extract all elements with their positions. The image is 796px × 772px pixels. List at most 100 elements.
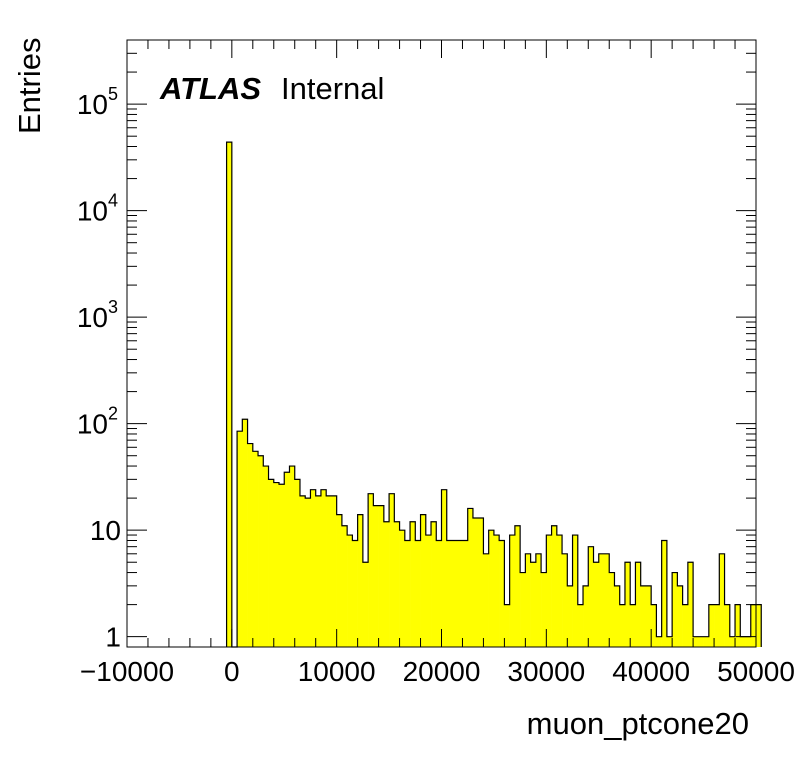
histogram-bin [273, 482, 280, 647]
histogram-bin [483, 553, 489, 647]
histogram-bin [672, 572, 678, 647]
histogram-bin [504, 604, 510, 647]
histogram-bin [347, 535, 353, 647]
x-tick-labels: −10000 0 10000 20000 30000 40000 50000 [80, 656, 795, 687]
histogram-bin [745, 636, 752, 647]
histogram-bin [451, 540, 458, 647]
histogram-bin [698, 636, 704, 647]
histogram-bin [268, 479, 275, 647]
histogram-bin [708, 604, 715, 647]
histogram-bin [263, 466, 269, 647]
histogram-bin [687, 562, 694, 647]
histogram-bin [635, 562, 641, 647]
histogram-bin [740, 636, 746, 647]
histogram-bin [735, 604, 741, 647]
histogram-bin [677, 585, 683, 647]
histogram-bin [719, 553, 725, 647]
histogram-bin [724, 604, 731, 647]
histogram-bin [651, 604, 657, 647]
histogram-bin [326, 495, 332, 647]
histogram-bin [331, 495, 337, 647]
histogram-bin [583, 585, 589, 647]
histogram-bin [352, 540, 358, 647]
histogram-bin [467, 508, 474, 647]
histogram-bin [399, 530, 406, 647]
x-tick-label: 50000 [717, 656, 795, 687]
histogram-bin [315, 495, 322, 647]
histogram-bin [609, 572, 615, 647]
histogram-bin [478, 518, 484, 647]
histogram-bin [310, 489, 316, 647]
histogram-bin [488, 530, 495, 647]
histogram-bin [410, 521, 416, 647]
histogram-bin [436, 540, 442, 647]
histogram-bin [472, 518, 479, 647]
histogram-bin [514, 525, 521, 647]
x-tick-label: 40000 [612, 656, 690, 687]
x-tick-label: 30000 [507, 656, 585, 687]
histogram-bin [661, 540, 668, 647]
histogram-bin [362, 562, 369, 647]
y-tick-labels: 1 10 102 103 104 105 [77, 84, 121, 653]
histogram-bin [389, 493, 395, 647]
histogram-bin [357, 514, 364, 647]
histogram-bin [682, 604, 689, 647]
histogram-bin [462, 540, 469, 647]
histogram-bin [750, 604, 757, 647]
histogram-bin [619, 604, 626, 647]
histogram-bin [520, 572, 526, 647]
histogram-bars [225, 141, 762, 648]
histogram-bin [305, 498, 311, 647]
histogram-bin [656, 636, 662, 647]
histogram-bin [252, 451, 259, 647]
y-tick-label: 103 [77, 297, 118, 333]
histogram-bin [420, 514, 427, 647]
histogram-bin [383, 521, 390, 647]
histogram-bin [530, 562, 537, 647]
atlas-label: ATLAS Internal [159, 71, 384, 106]
histogram-bin [336, 514, 343, 647]
histogram-bin [441, 489, 448, 647]
histogram-bin [242, 419, 248, 647]
histogram-bin [378, 505, 385, 647]
histogram-bin [624, 562, 631, 647]
axis-ticks [126, 39, 757, 647]
histogram-bin [237, 431, 243, 647]
histogram-bin [535, 553, 542, 647]
histogram-bin [341, 525, 348, 647]
y-tick-label: 102 [77, 404, 118, 440]
histogram-bin [541, 572, 547, 647]
histogram-bin [614, 585, 621, 647]
x-tick-label: 20000 [403, 656, 481, 687]
histogram-bin [756, 604, 762, 647]
histogram-bin [457, 540, 463, 647]
histogram-outline [225, 141, 762, 648]
histogram-bin [603, 553, 610, 647]
histogram-bin [546, 535, 552, 647]
histogram-bin [289, 466, 296, 647]
y-tick-label: 1 [105, 622, 121, 653]
histogram-bin [598, 553, 605, 647]
histogram-bin [588, 546, 594, 647]
histogram-bin [247, 443, 254, 647]
histogram-bin [404, 540, 411, 647]
histogram-bin [509, 535, 516, 647]
histogram-bin [320, 489, 327, 647]
histogram-bin [577, 604, 584, 647]
x-tick-label: 0 [224, 656, 240, 687]
y-tick-label: 10 [90, 515, 121, 546]
histogram-bin [294, 479, 301, 647]
histogram-bin [299, 495, 306, 647]
y-axis-label: Entries [12, 38, 47, 134]
histogram-bin [425, 535, 432, 647]
histogram-bin [693, 636, 699, 647]
x-tick-label: −10000 [80, 656, 174, 687]
histogram-bin [714, 604, 720, 647]
histogram-bin [279, 484, 285, 647]
x-tick-label: 10000 [298, 656, 376, 687]
histogram-bin [703, 636, 710, 647]
histogram-bin [415, 540, 421, 647]
x-axis-label: muon_ptcone20 [527, 706, 749, 741]
histogram-bin [525, 553, 531, 647]
